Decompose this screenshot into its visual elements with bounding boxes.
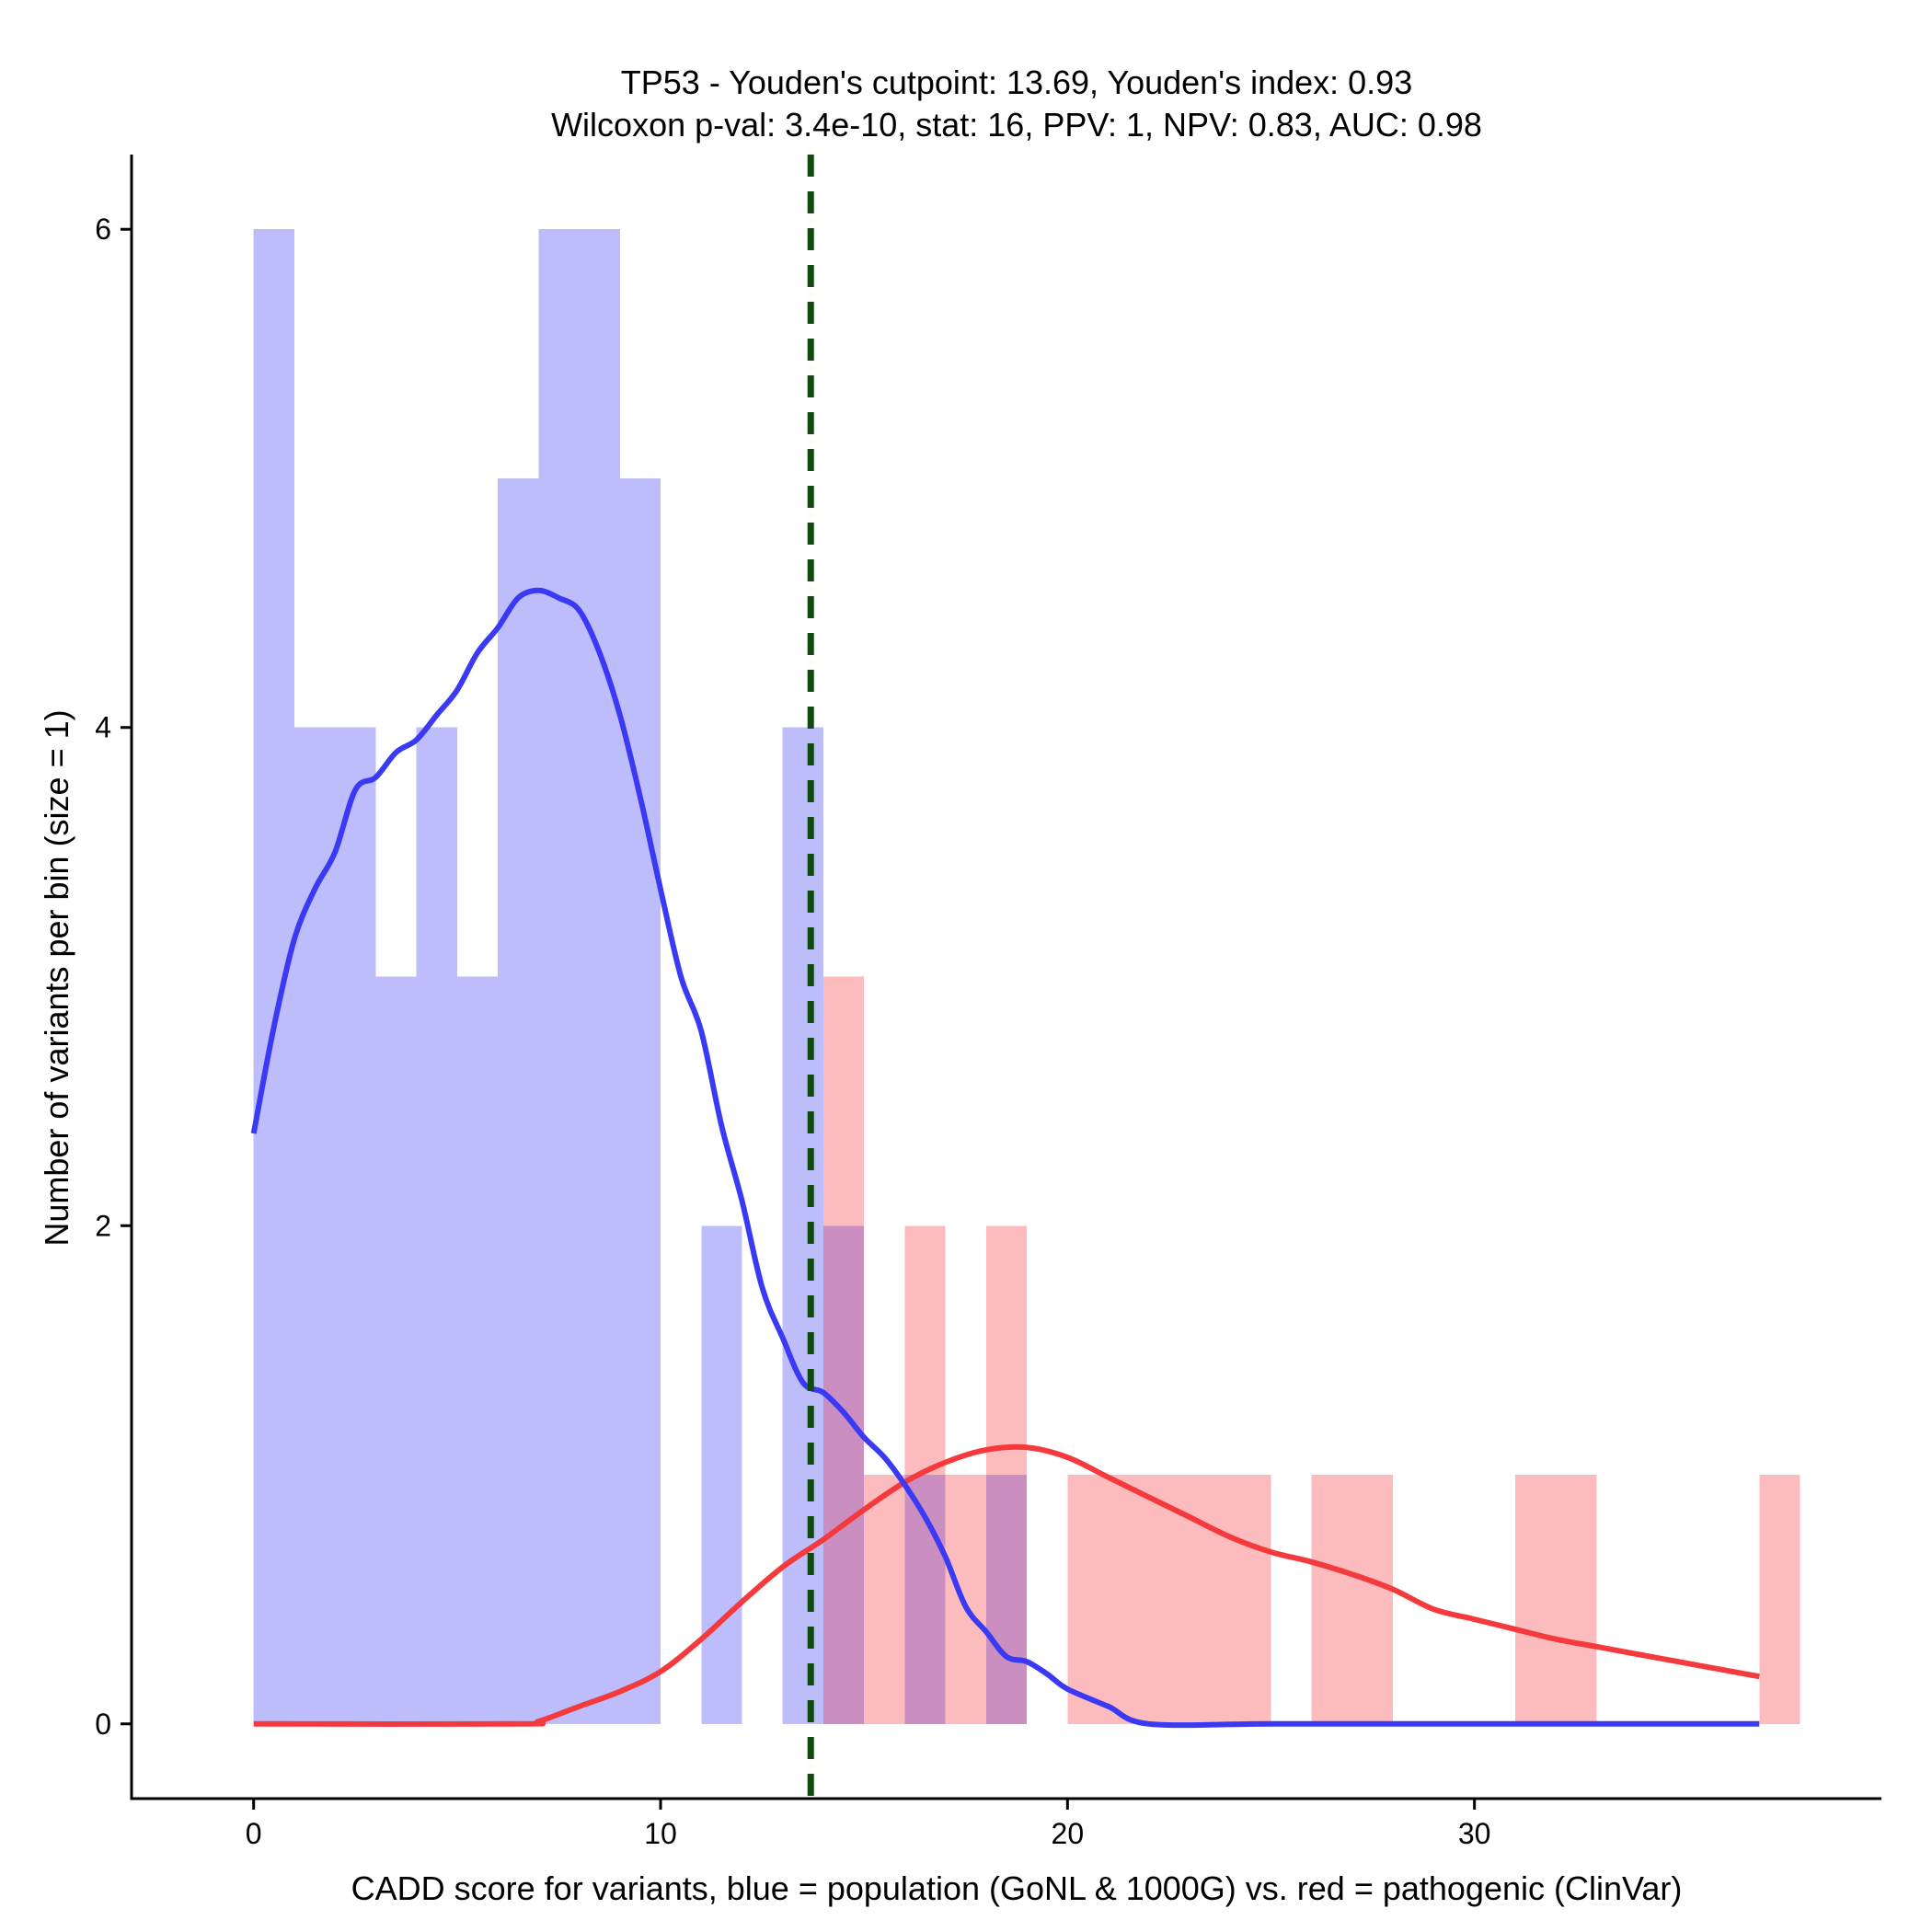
axes: 0 10 20 30 0 2 4 6 bbox=[95, 155, 1881, 1850]
pathogenic-bar bbox=[1759, 1475, 1800, 1724]
population-bar bbox=[538, 229, 580, 1724]
y-tick-label: 4 bbox=[95, 711, 111, 744]
chart-title-line-2: Wilcoxon p-val: 3.4e-10, stat: 16, PPV: … bbox=[551, 106, 1482, 144]
population-bar bbox=[579, 229, 620, 1724]
overlap-bar bbox=[822, 1225, 865, 1724]
pathogenic-bar bbox=[945, 1475, 986, 1724]
population-bar bbox=[253, 229, 294, 1724]
pathogenic-bar bbox=[1230, 1475, 1271, 1724]
y-tick-label: 2 bbox=[95, 1209, 111, 1242]
pathogenic-bar bbox=[1351, 1475, 1394, 1724]
pathogenic-bar bbox=[1108, 1475, 1149, 1724]
pathogenic-bar bbox=[904, 1225, 946, 1476]
x-axis-label: CADD score for variants, blue = populati… bbox=[351, 1869, 1683, 1907]
pathogenic-bar bbox=[1311, 1475, 1352, 1724]
population-bar bbox=[782, 727, 823, 1724]
x-tick-label: 20 bbox=[1052, 1817, 1085, 1850]
population-density-line bbox=[250, 587, 1760, 1729]
population-bar bbox=[293, 727, 336, 1724]
population-bar bbox=[498, 477, 539, 1724]
population-bar bbox=[335, 727, 376, 1724]
pathogenic-density-line bbox=[253, 1443, 1760, 1727]
y-tick-label: 6 bbox=[95, 213, 111, 246]
density-curves bbox=[250, 587, 1760, 1729]
population-bar bbox=[375, 976, 417, 1724]
x-tick-label: 10 bbox=[644, 1817, 677, 1850]
pathogenic-bar bbox=[864, 1475, 905, 1724]
population-bar bbox=[619, 477, 661, 1724]
pathogenic-bar bbox=[822, 976, 865, 1226]
population-bars bbox=[253, 229, 1028, 1724]
overlap-bar bbox=[985, 1475, 1028, 1724]
population-bar bbox=[456, 976, 499, 1724]
chart-title-line-1: TP53 - Youden's cutpoint: 13.69, Youden'… bbox=[621, 63, 1412, 101]
pathogenic-bar bbox=[985, 1225, 1028, 1476]
x-tick-label: 0 bbox=[246, 1817, 262, 1850]
y-axis-label: Number of variants per bin (size = 1) bbox=[38, 709, 75, 1246]
pathogenic-bar bbox=[1556, 1475, 1597, 1724]
pathogenic-bar bbox=[1067, 1475, 1109, 1724]
pathogenic-bars bbox=[822, 976, 1800, 1724]
population-bar bbox=[416, 727, 457, 1724]
pathogenic-bar bbox=[1190, 1475, 1231, 1724]
y-tick-label: 0 bbox=[95, 1708, 111, 1741]
population-bar bbox=[701, 1225, 742, 1724]
pathogenic-bar bbox=[1514, 1475, 1557, 1724]
x-tick-label: 30 bbox=[1458, 1817, 1491, 1850]
